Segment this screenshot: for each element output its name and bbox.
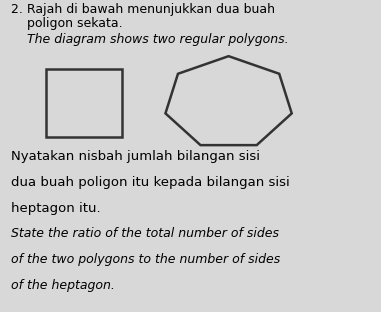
Text: The diagram shows two regular polygons.: The diagram shows two regular polygons. xyxy=(11,33,289,46)
Text: of the two polygons to the number of sides: of the two polygons to the number of sid… xyxy=(11,253,281,266)
Text: poligon sekata.: poligon sekata. xyxy=(11,17,123,30)
Text: 2. Rajah di bawah menunjukkan dua buah: 2. Rajah di bawah menunjukkan dua buah xyxy=(11,3,275,16)
Text: of the heptagon.: of the heptagon. xyxy=(11,279,115,292)
Bar xyxy=(46,69,122,137)
Text: Nyatakan nisbah jumlah bilangan sisi: Nyatakan nisbah jumlah bilangan sisi xyxy=(11,150,261,163)
Text: dua buah poligon itu kepada bilangan sisi: dua buah poligon itu kepada bilangan sis… xyxy=(11,176,290,189)
Text: State the ratio of the total number of sides: State the ratio of the total number of s… xyxy=(11,227,279,241)
Text: heptagon itu.: heptagon itu. xyxy=(11,202,101,215)
